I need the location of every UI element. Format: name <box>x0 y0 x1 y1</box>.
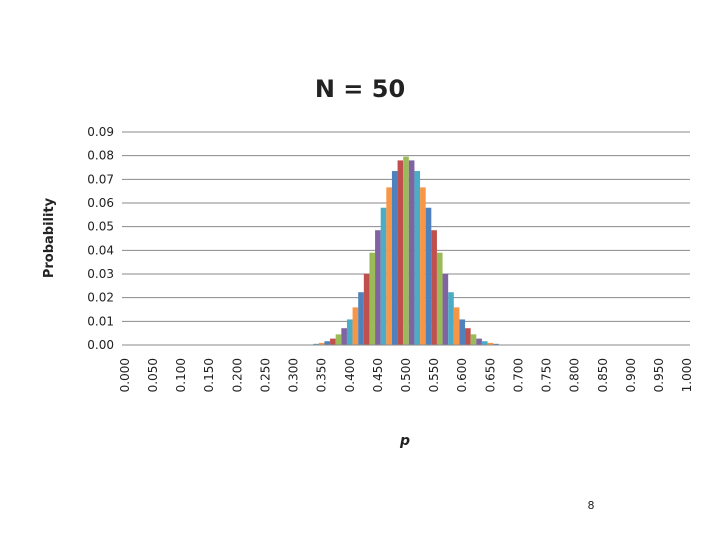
y-tick-label: 0.03 <box>87 267 114 281</box>
x-tick-label: 1.000 <box>680 358 694 392</box>
bar <box>448 292 454 345</box>
x-tick-label: 0.700 <box>511 358 525 392</box>
bar <box>465 328 471 345</box>
x-tick-label: 0.900 <box>624 358 638 392</box>
y-tick-label: 0.04 <box>87 243 114 257</box>
bar <box>375 230 381 345</box>
bar <box>403 156 409 345</box>
bar <box>493 343 499 345</box>
x-tick-label: 0.400 <box>343 358 357 392</box>
y-tick-label: 0.02 <box>87 291 114 305</box>
bar <box>442 273 449 345</box>
bar <box>470 334 477 345</box>
bar <box>330 338 336 345</box>
y-tick-label: 0.08 <box>87 149 114 163</box>
y-tick-label: 0.05 <box>87 220 114 234</box>
bar <box>431 230 437 345</box>
x-tick-label: 0.550 <box>427 358 441 392</box>
bar <box>386 187 392 345</box>
bar <box>341 328 347 345</box>
bar <box>397 160 404 345</box>
bar <box>335 334 342 345</box>
y-tick-label: 0.00 <box>87 338 114 352</box>
bar <box>459 319 466 345</box>
y-axis-label: Probability <box>42 197 57 278</box>
bar <box>481 341 488 345</box>
y-tick-label: 0.07 <box>87 172 114 186</box>
x-tick-label: 0.100 <box>174 358 188 392</box>
x-tick-label: 0.150 <box>202 358 216 392</box>
x-tick-label: 0.250 <box>258 358 272 392</box>
x-tick-label: 0.450 <box>371 358 385 392</box>
bar <box>346 319 353 345</box>
x-tick-label: 0.000 <box>118 358 132 392</box>
x-tick-label: 0.850 <box>596 358 610 392</box>
bar <box>358 292 364 345</box>
x-tick-label: 0.200 <box>230 358 244 392</box>
y-tick-label: 0.01 <box>87 314 114 328</box>
bar <box>318 342 325 345</box>
y-tick-label: 0.09 <box>87 125 114 139</box>
chart-title: N = 50 <box>315 75 405 103</box>
x-tick-label: 0.050 <box>146 358 160 392</box>
x-tick-label: 0.300 <box>287 358 301 392</box>
y-tick-label: 0.06 <box>87 196 114 210</box>
bar <box>436 252 443 345</box>
x-axis-label: p <box>399 433 410 449</box>
x-tick-label: 0.650 <box>483 358 497 392</box>
bar <box>476 338 482 345</box>
bar <box>324 341 331 345</box>
bar <box>420 187 426 345</box>
bar <box>408 160 415 345</box>
x-tick-label: 0.800 <box>568 358 582 392</box>
bar <box>453 307 460 345</box>
x-tick-label: 0.350 <box>315 358 329 392</box>
bar <box>363 273 370 345</box>
bar <box>414 171 421 345</box>
bar <box>487 342 494 345</box>
bar <box>369 252 376 345</box>
x-tick-label: 0.750 <box>540 358 554 392</box>
bar <box>313 343 319 345</box>
x-tick-label: 0.600 <box>455 358 469 392</box>
bar <box>391 171 398 345</box>
x-tick-label: 0.500 <box>399 358 413 392</box>
page-number: 8 <box>588 499 595 512</box>
bar <box>352 307 359 345</box>
x-tick-label: 0.950 <box>652 358 666 392</box>
bar <box>380 207 387 345</box>
bar <box>425 207 432 345</box>
